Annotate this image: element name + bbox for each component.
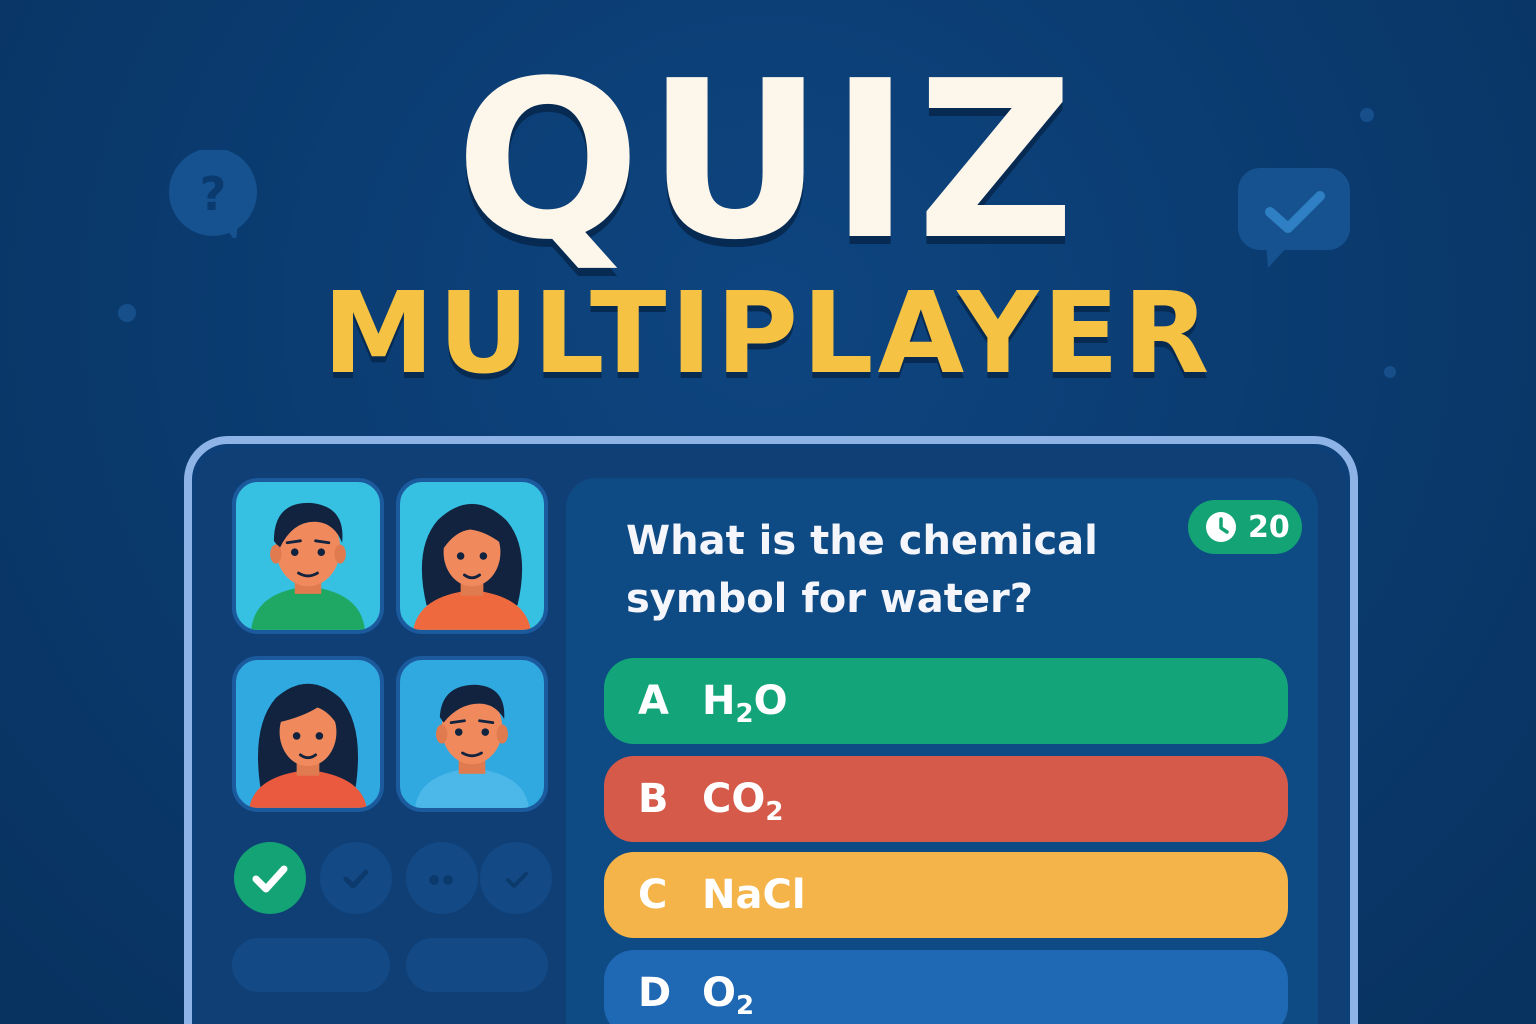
player-1-answered-status [234, 842, 306, 914]
game-subtitle: MULTIPLAYER [0, 276, 1536, 392]
answer-letter: A [638, 678, 702, 724]
player-avatar-1[interactable] [232, 478, 384, 634]
avatar-woman-red-shirt-icon [236, 660, 380, 808]
placeholder-pill [232, 938, 390, 992]
check-icon [480, 842, 552, 914]
answer-button-c[interactable]: C NaCl [604, 852, 1288, 938]
question-text: What is the chemical symbol for water? [626, 512, 1146, 628]
player-avatar-4[interactable] [396, 656, 548, 812]
check-icon [234, 842, 306, 914]
avatar-man-blue-shirt-icon [400, 660, 544, 808]
answer-letter: C [638, 872, 702, 918]
answer-letter: B [638, 776, 702, 822]
avatar-man-green-shirt-icon [236, 482, 380, 630]
countdown-timer: 20 [1188, 500, 1302, 554]
answer-button-a[interactable]: A H2O [604, 658, 1288, 744]
player-3-waiting-status [406, 842, 478, 914]
timer-value: 20 [1248, 510, 1290, 545]
answer-text: O2 [702, 970, 754, 1016]
clock-icon [1204, 510, 1238, 544]
player-2-waiting-status [320, 842, 392, 914]
player-avatar-3[interactable] [232, 656, 384, 812]
answer-letter: D [638, 970, 702, 1016]
avatar-woman-orange-shirt-icon [400, 482, 544, 630]
placeholder-pill [406, 938, 548, 992]
answer-text: NaCl [702, 872, 806, 918]
answer-button-d[interactable]: D O2 [604, 950, 1288, 1024]
answer-text: H2O [702, 678, 788, 724]
player-4-waiting-status [480, 842, 552, 914]
typing-dots-icon [406, 842, 478, 914]
game-title: QUIZ [0, 52, 1536, 272]
player-avatar-2[interactable] [396, 478, 548, 634]
answer-text: CO2 [702, 776, 783, 822]
check-icon [320, 842, 392, 914]
answer-button-b[interactable]: B CO2 [604, 756, 1288, 842]
